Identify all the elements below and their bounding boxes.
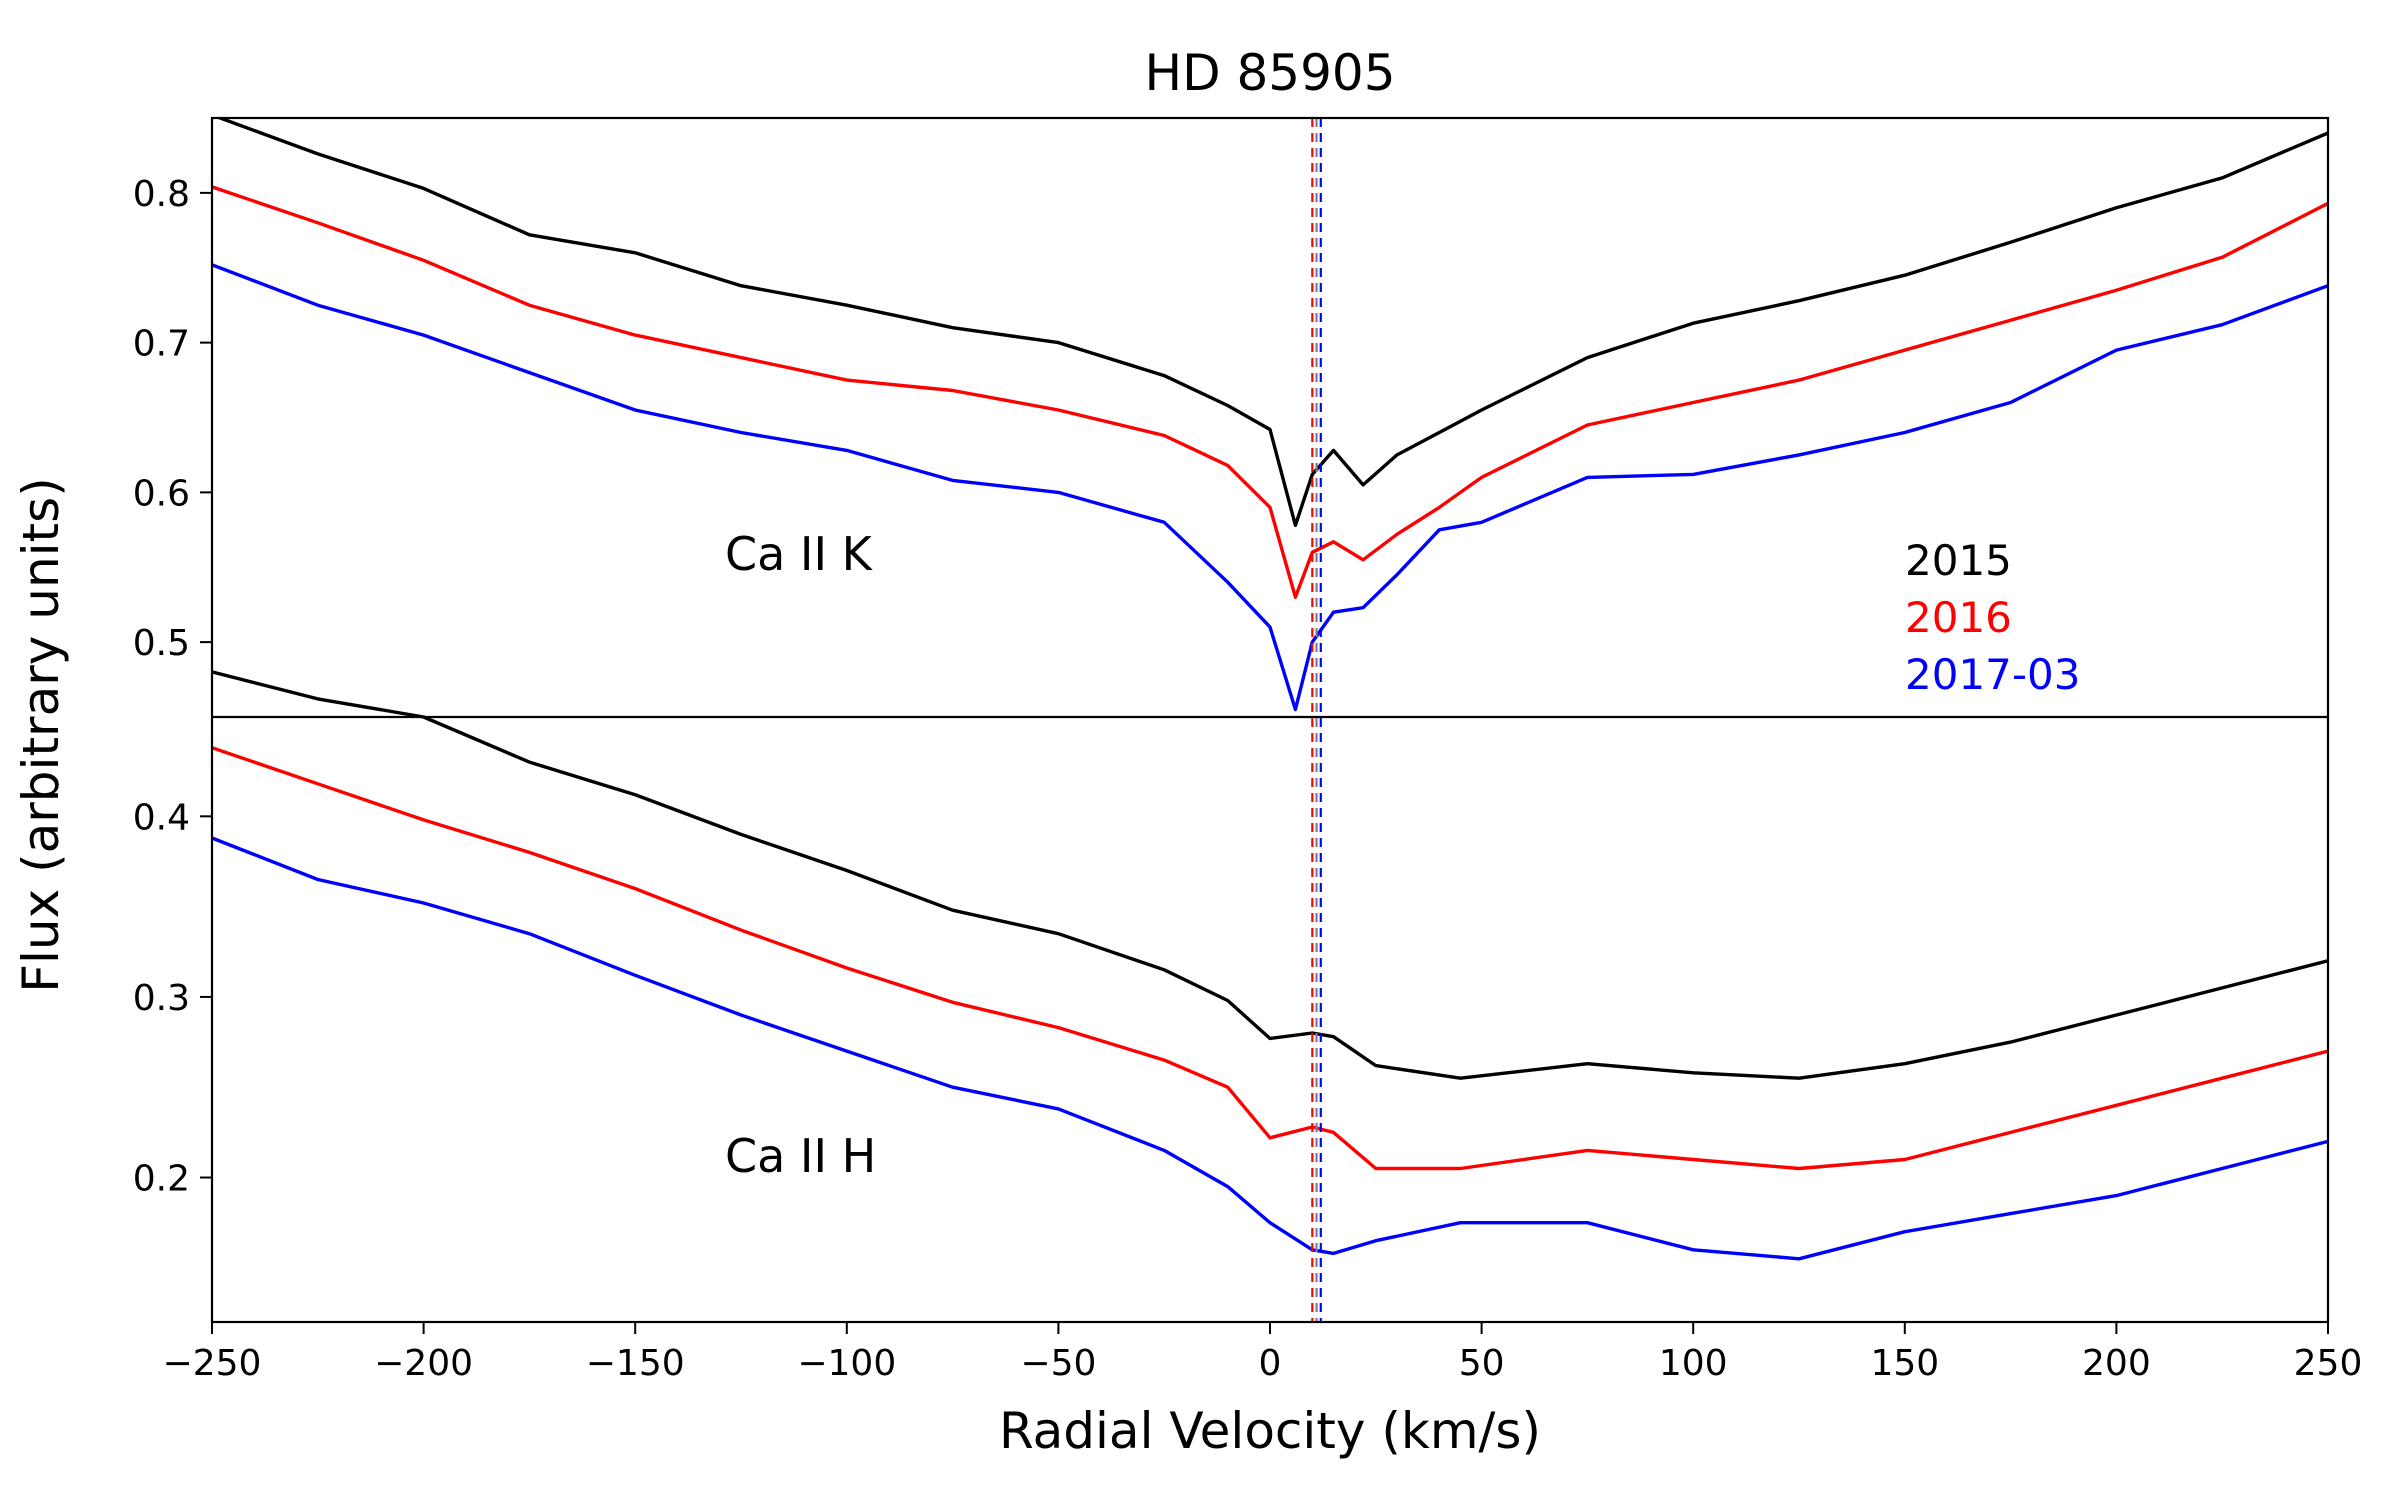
series-line-ca-ii-h-2016 [212,746,2328,1171]
y-axis-label: Flux (arbitrary units) [12,477,70,992]
series-line-ca-ii-h-2015 [212,670,2328,1080]
y-tick-label-ca-ii-k-0: 0.5 [133,623,190,664]
x-tick-label-1: −200 [374,1343,473,1384]
y-tick-label-ca-ii-h-0: 0.2 [133,1159,190,1200]
axes-layer: 0.5 0.6 0.7 0.8 0.2 0.3 0.4 −250 −200 −150 −100 −50… [133,116,2363,1384]
legend-entry-2017-03: 2017-03 [1905,650,2081,699]
legend-entry-2015: 2015 [1905,536,2012,585]
panel-label-ca-ii-h: Ca II H [725,1129,876,1183]
chart-title: HD 85905 [1144,44,1395,102]
y-tick-label-ca-ii-h-1: 0.3 [133,978,190,1019]
legend-entry-2016: 2016 [1905,593,2012,642]
series-line-ca-ii-h-2017-03 [212,836,2328,1261]
y-tick-label-ca-ii-h-2: 0.4 [133,797,190,838]
x-tick-label-5: 0 [1259,1343,1282,1384]
x-axis-label: Radial Velocity (km/s) [999,1402,1541,1460]
y-tick-label-ca-ii-k-3: 0.8 [133,174,190,215]
plot-layer [212,118,2328,1322]
series-line-ca-ii-k-2016 [212,185,2328,599]
series-line-ca-ii-k-2017-03 [212,263,2328,712]
x-tick-label-3: −100 [797,1343,896,1384]
x-tick-label-9: 200 [2082,1343,2151,1384]
x-tick-label-2: −150 [586,1343,685,1384]
x-tick-label-6: 50 [1459,1343,1505,1384]
x-tick-label-8: 150 [1870,1343,1939,1384]
x-tick-label-7: 100 [1659,1343,1728,1384]
legend: 2015 2016 2017-03 [1905,536,2081,699]
x-tick-label-4: −50 [1020,1343,1096,1384]
panel-label-ca-ii-k: Ca II K [725,527,874,581]
x-tick-label-10: 250 [2294,1343,2363,1384]
y-tick-label-ca-ii-k-2: 0.7 [133,324,190,365]
series-line-ca-ii-k-2015 [215,118,2328,527]
x-tick-label-0: −250 [163,1343,262,1384]
y-tick-label-ca-ii-k-1: 0.6 [133,473,190,514]
